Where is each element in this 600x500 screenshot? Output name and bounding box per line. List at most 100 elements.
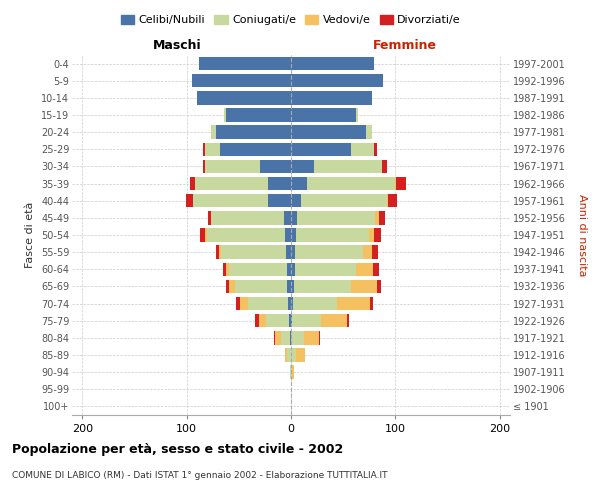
Bar [295,246,363,259]
Bar [291,211,297,224]
Bar [290,331,291,344]
Bar [296,228,369,241]
Bar [216,246,219,259]
Bar [382,160,387,173]
Bar [268,177,291,190]
Bar [248,297,288,310]
Bar [388,194,397,207]
Bar [347,314,349,328]
Bar [291,348,296,362]
Bar [285,348,287,362]
Bar [197,91,291,104]
Bar [314,160,382,173]
Bar [211,211,284,224]
Bar [284,211,291,224]
Bar [291,246,295,259]
Bar [374,142,377,156]
Bar [356,262,373,276]
Bar [291,74,383,88]
Bar [287,348,291,362]
Bar [370,297,373,310]
Bar [200,228,205,241]
Bar [304,331,319,344]
Bar [192,74,291,88]
Legend: Celibi/Nubili, Coniugati/e, Vedovi/e, Divorziati/e: Celibi/Nubili, Coniugati/e, Vedovi/e, Di… [116,10,466,29]
Bar [289,314,291,328]
Bar [337,297,370,310]
Bar [291,314,292,328]
Bar [223,262,226,276]
Bar [366,126,373,139]
Bar [203,142,205,156]
Bar [208,211,211,224]
Bar [373,262,379,276]
Bar [205,142,220,156]
Bar [236,297,240,310]
Bar [395,177,397,190]
Bar [185,194,193,207]
Bar [216,126,291,139]
Bar [294,280,352,293]
Bar [221,246,286,259]
Bar [356,108,358,122]
Bar [291,366,292,379]
Bar [290,366,291,379]
Bar [199,57,291,70]
Bar [235,280,287,293]
Bar [377,280,380,293]
Y-axis label: Fasce di età: Fasce di età [25,202,35,268]
Bar [286,246,291,259]
Bar [219,246,221,259]
Bar [369,228,374,241]
Bar [295,262,356,276]
Bar [291,194,301,207]
Text: Maschi: Maschi [153,38,202,52]
Bar [291,331,304,344]
Bar [229,280,235,293]
Bar [226,262,229,276]
Bar [291,228,296,241]
Text: COMUNE DI LABICO (RM) - Dati ISTAT 1° gennaio 2002 - Elaborazione TUTTITALIA.IT: COMUNE DI LABICO (RM) - Dati ISTAT 1° ge… [12,471,388,480]
Bar [291,280,294,293]
Bar [260,160,291,173]
Bar [297,211,376,224]
Bar [352,280,377,293]
Bar [259,314,266,328]
Bar [321,314,347,328]
Bar [281,331,290,344]
Bar [190,177,195,190]
Bar [376,211,379,224]
Bar [292,314,321,328]
Bar [206,228,285,241]
Bar [291,126,366,139]
Bar [291,160,314,173]
Bar [229,262,287,276]
Bar [319,331,320,344]
Bar [352,142,374,156]
Bar [254,314,259,328]
Bar [387,194,388,207]
Bar [291,91,373,104]
Bar [379,211,385,224]
Bar [292,366,294,379]
Bar [224,108,226,122]
Bar [296,348,305,362]
Bar [373,246,377,259]
Bar [291,108,356,122]
Bar [211,126,216,139]
Y-axis label: Anni di nascita: Anni di nascita [577,194,587,276]
Bar [307,177,395,190]
Bar [274,331,275,344]
Bar [397,177,406,190]
Bar [374,228,380,241]
Bar [266,314,289,328]
Bar [291,177,307,190]
Text: Femmine: Femmine [373,38,437,52]
Bar [268,194,291,207]
Bar [275,331,281,344]
Bar [287,280,291,293]
Bar [288,297,291,310]
Bar [287,262,291,276]
Bar [226,108,291,122]
Bar [301,194,387,207]
